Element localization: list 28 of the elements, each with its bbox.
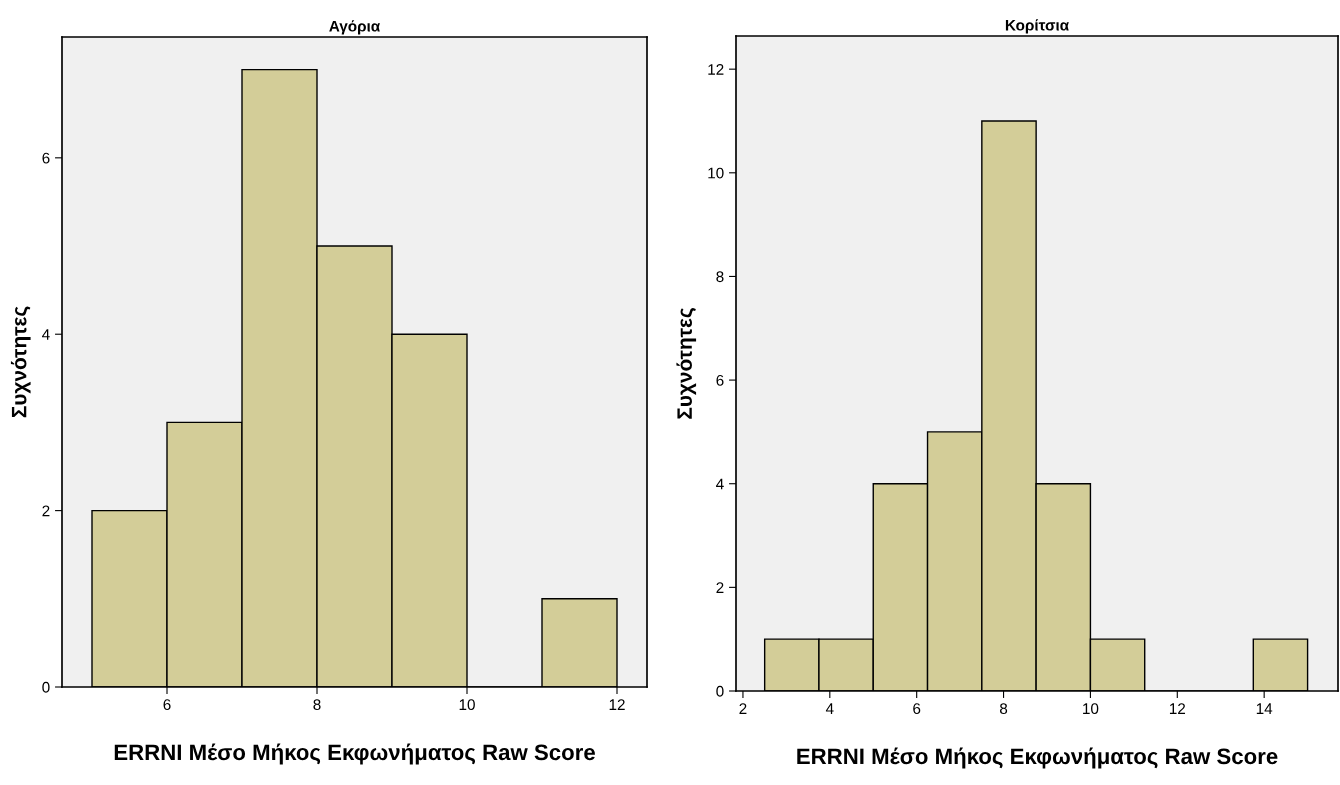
x-axis-title: ERRNI Μέσο Μήκος Εκφωνήματος Raw Score: [797, 747, 1278, 769]
x-tick-label: 14: [1256, 703, 1273, 714]
x-tick-label: 8: [313, 699, 321, 711]
y-axis-title: Συχνότητες: [676, 308, 697, 419]
x-tick-label: 2: [739, 703, 747, 714]
y-tick-label: 6: [42, 152, 50, 164]
y-tick-label: 2: [716, 582, 724, 593]
x-tick-label: 10: [459, 699, 475, 711]
x-tick-label: 8: [999, 703, 1008, 715]
y-tick-label: 8: [716, 271, 724, 283]
y-tick-label: 12: [708, 64, 724, 75]
y-tick-label: 4: [716, 478, 724, 490]
y-tick-label: 10: [708, 167, 724, 179]
x-tick-label: 10: [1083, 703, 1099, 715]
x-tick-label: 6: [913, 703, 921, 715]
y-tick-label: 4: [42, 329, 50, 340]
x-tick-label: 4: [825, 703, 834, 714]
x-tick-label: 12: [609, 699, 625, 710]
y-tick-label: 6: [716, 374, 724, 386]
x-tick-label: 6: [163, 699, 171, 711]
y-axis-title: Συχνότητες: [10, 306, 31, 418]
y-tick-label: 0: [716, 685, 724, 697]
x-axis-title: ERRNI Μέσο Μήκος Εκφωνήματος Raw Score: [114, 743, 595, 765]
chart-title: Αγόρια: [329, 20, 381, 35]
y-tick-label: 2: [42, 505, 50, 517]
x-tick-label: 12: [1169, 703, 1186, 714]
y-tick-label: 0: [42, 681, 50, 693]
chart-title: Κορίτσια: [1005, 19, 1069, 34]
